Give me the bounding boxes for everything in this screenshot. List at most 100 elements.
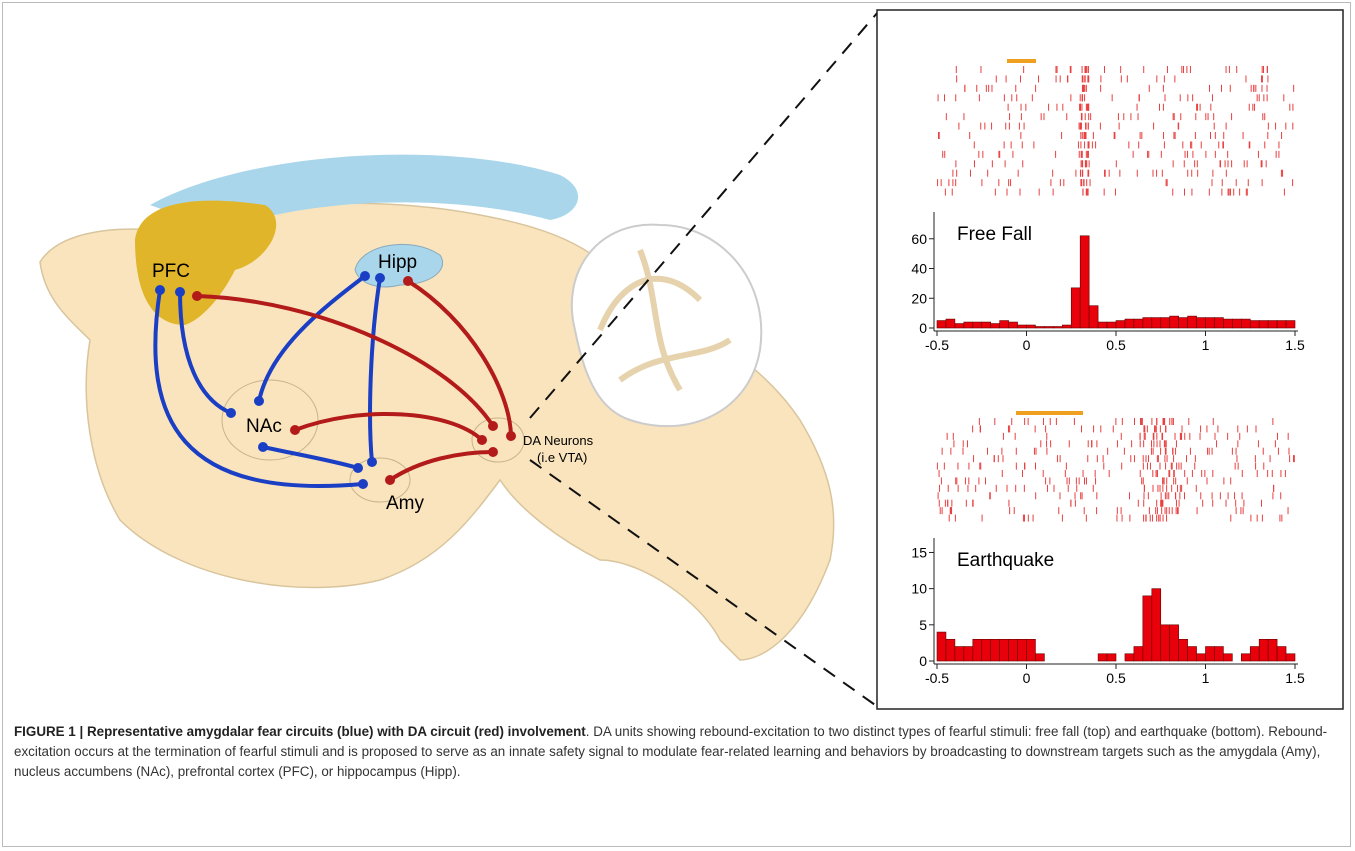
histogram-bar — [1116, 321, 1125, 328]
blue-node — [360, 271, 370, 281]
label-pfc: PFC — [152, 261, 190, 282]
histogram-bar — [1000, 639, 1009, 661]
red-node — [488, 447, 498, 457]
histogram-bar — [991, 639, 1000, 661]
histogram-bar — [1035, 327, 1044, 328]
histogram-bar — [1053, 327, 1062, 328]
histogram-bar — [1143, 318, 1152, 328]
histogram-bar — [1197, 654, 1206, 661]
label-vta: (i.e VTA) — [537, 450, 587, 465]
x-tick-label: -0.5 — [925, 670, 949, 686]
histogram-bar — [1179, 639, 1188, 661]
histogram-bar — [964, 322, 973, 328]
histogram-bar — [1214, 647, 1223, 661]
histogram-bar — [1223, 319, 1232, 328]
histogram-bar — [1179, 318, 1188, 328]
x-tick-label: 0.5 — [1106, 670, 1126, 686]
blue-node — [367, 457, 377, 467]
y-tick-label: 20 — [911, 290, 927, 306]
histogram-bar — [1000, 321, 1009, 328]
histogram-bar — [1080, 236, 1089, 328]
histogram-bar — [1089, 306, 1098, 328]
histogram-bar — [991, 324, 1000, 328]
histogram-bar — [1232, 319, 1241, 328]
histogram-bar — [1223, 654, 1232, 661]
histogram-bar — [1286, 321, 1295, 328]
red-node — [477, 435, 487, 445]
histogram-bar — [1027, 639, 1036, 661]
histogram-bar — [1035, 654, 1044, 661]
histogram-bar — [1062, 325, 1071, 328]
label-da: DA Neurons — [523, 433, 594, 448]
histogram-bar — [1241, 654, 1250, 661]
histogram-bar — [1134, 647, 1143, 661]
histogram-bar — [1277, 321, 1286, 328]
histogram-bar — [946, 639, 955, 661]
histogram-bar — [982, 322, 991, 328]
histogram-bar — [964, 647, 973, 661]
histogram-bar — [1027, 325, 1036, 328]
blue-node — [226, 408, 236, 418]
panel-title: Earthquake — [957, 550, 1054, 571]
histogram-bar — [1134, 319, 1143, 328]
histogram-bar — [1268, 321, 1277, 328]
red-node — [506, 431, 516, 441]
label-nac: NAc — [246, 416, 282, 437]
histogram-bar — [1152, 318, 1161, 328]
histogram-bar — [946, 319, 955, 328]
y-tick-label: 0 — [919, 653, 927, 669]
blue-node — [175, 287, 185, 297]
histogram-bar — [1286, 654, 1295, 661]
red-node — [488, 421, 498, 431]
histogram-bar — [1259, 639, 1268, 661]
histogram-bar — [1107, 654, 1116, 661]
panel-box — [877, 10, 1343, 709]
caption: FIGURE 1 | Representative amygdalar fear… — [14, 722, 1339, 782]
caption-title: Representative amygdalar fear circuits (… — [87, 724, 586, 739]
histogram-bar — [1214, 318, 1223, 328]
blue-node — [358, 479, 368, 489]
histogram-bar — [1125, 654, 1134, 661]
histogram-bar — [1241, 319, 1250, 328]
blue-node — [155, 285, 165, 295]
blue-node — [254, 396, 264, 406]
x-tick-label: 0.5 — [1106, 337, 1126, 353]
histogram-bar — [937, 321, 946, 328]
label-hipp: Hipp — [378, 252, 417, 273]
x-tick-label: 0 — [1023, 670, 1031, 686]
histogram-bar — [955, 324, 964, 328]
histogram-bar — [1250, 647, 1259, 661]
histogram-bar — [1009, 322, 1018, 328]
caption-label: FIGURE 1 | — [14, 724, 87, 739]
blue-node — [258, 442, 268, 452]
y-tick-label: 10 — [911, 581, 927, 597]
histogram-bar — [1018, 639, 1027, 661]
histogram-bar — [1170, 316, 1179, 328]
histogram-bar — [1044, 327, 1053, 328]
red-node — [403, 276, 413, 286]
histogram-bar — [982, 639, 991, 661]
y-tick-label: 0 — [919, 320, 927, 336]
histogram-bar — [1188, 647, 1197, 661]
histogram-bar — [1250, 321, 1259, 328]
label-amy: Amy — [386, 493, 425, 514]
x-tick-label: 1.5 — [1285, 337, 1305, 353]
red-node — [290, 425, 300, 435]
histogram-bar — [1259, 321, 1268, 328]
histogram-bar — [1107, 322, 1116, 328]
figure: PFC Hipp NAc Amy DA Neurons (i.e VTA) -0… — [0, 0, 1355, 720]
histogram-bar — [1277, 647, 1286, 661]
x-tick-label: 1 — [1202, 337, 1210, 353]
histogram-bar — [1098, 654, 1107, 661]
histogram-bar — [955, 647, 964, 661]
x-tick-label: 1.5 — [1285, 670, 1305, 686]
histogram-bar — [1018, 325, 1027, 328]
histogram-bar — [1197, 318, 1206, 328]
histogram-bar — [1206, 647, 1215, 661]
histogram-bar — [1161, 318, 1170, 328]
histogram-bar — [1071, 288, 1080, 328]
histogram-bar — [1161, 625, 1170, 661]
histogram-bar — [973, 639, 982, 661]
histogram-bar — [1152, 589, 1161, 661]
red-node — [385, 475, 395, 485]
